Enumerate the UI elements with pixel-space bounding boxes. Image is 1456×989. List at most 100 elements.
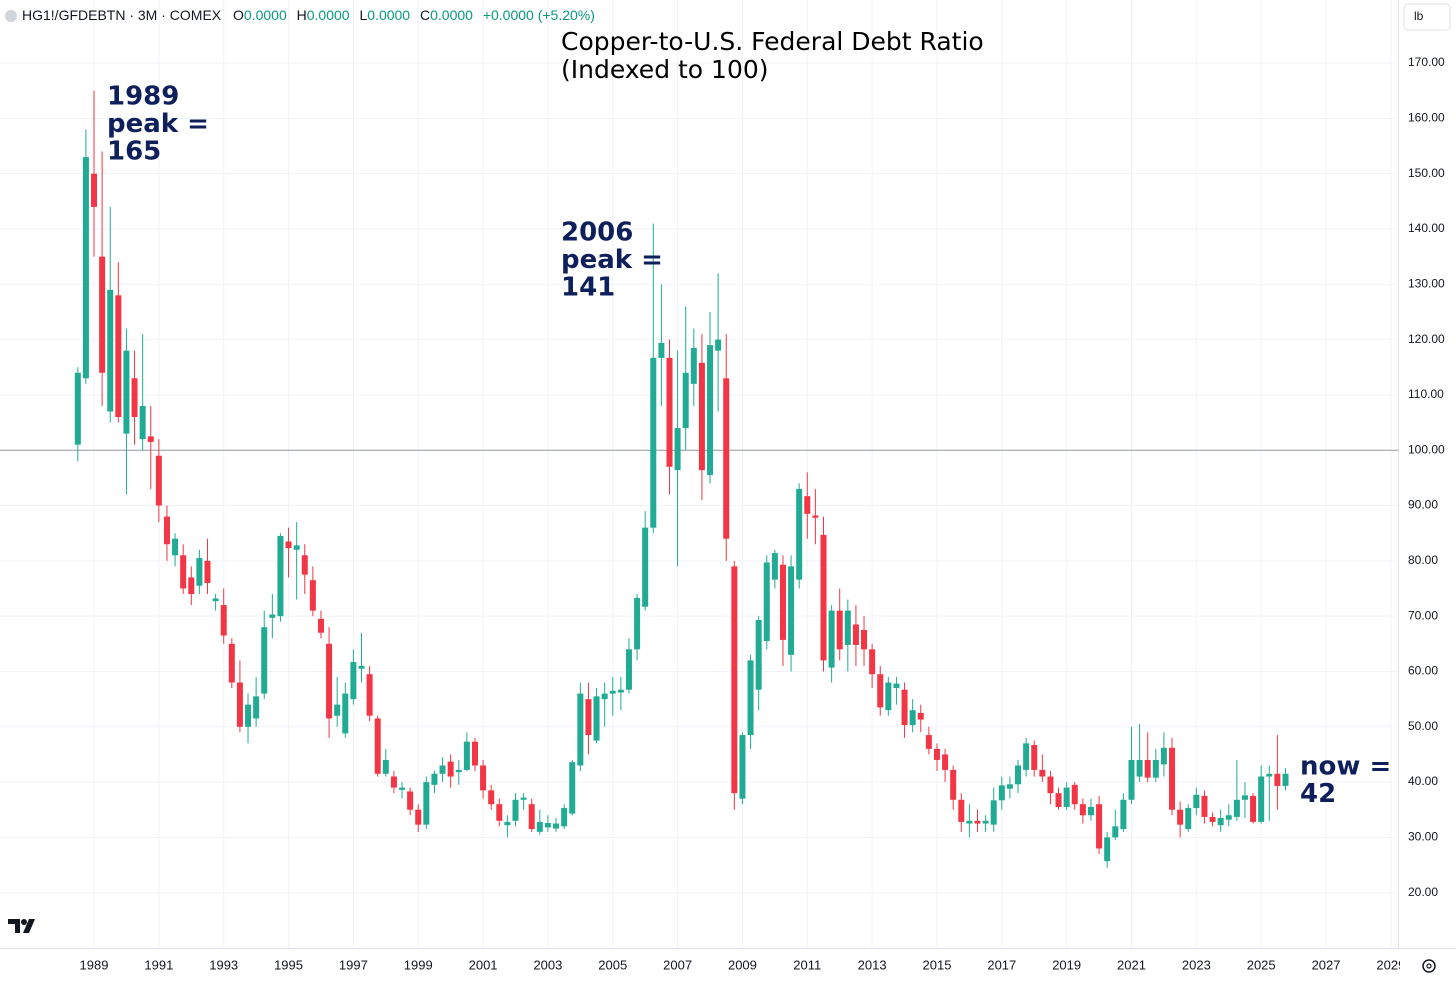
candle-body [933, 748, 940, 760]
symbol-icon [5, 10, 17, 22]
candle-body [99, 256, 106, 373]
candle-body [561, 808, 568, 827]
y-tick-label: 90.00 [1408, 498, 1438, 512]
candle-body [966, 820, 973, 824]
candle-body [399, 787, 406, 790]
candle-body [577, 693, 584, 766]
x-tick-label: 2027 [1312, 957, 1341, 972]
unit: lb [1414, 9, 1424, 23]
candle-body [196, 558, 203, 586]
candle-body [496, 804, 503, 821]
candle-body [488, 790, 495, 805]
candle-body [917, 712, 924, 720]
x-tick-label: 2019 [1052, 957, 1081, 972]
candle-body [1217, 818, 1224, 826]
candle-body [1209, 816, 1216, 822]
x-tick-label: 2003 [533, 957, 562, 972]
candle-body [958, 799, 965, 822]
candle-body [463, 741, 470, 770]
tv-logo [8, 919, 35, 933]
y-tick-label: 160.00 [1408, 111, 1445, 125]
candle-body [812, 515, 819, 518]
candle-body [147, 436, 154, 442]
candle-body [788, 566, 795, 655]
y-tick-label: 40.00 [1408, 774, 1438, 788]
candle-body [285, 541, 292, 549]
candle-body [115, 295, 122, 418]
candle-body [1258, 776, 1265, 822]
change: +0.0000 (+5.20%) [483, 7, 595, 23]
candle-body [309, 580, 316, 611]
y-tick-label: 130.00 [1408, 276, 1445, 290]
candle-body [1055, 793, 1062, 807]
candles [74, 90, 1289, 868]
candle-body [1063, 787, 1070, 807]
candle-body [690, 347, 697, 384]
candle-body [253, 696, 260, 719]
y-tick-label: 30.00 [1408, 830, 1438, 844]
candle-body [617, 689, 624, 693]
unit-button[interactable] [1403, 3, 1451, 31]
candle-body [1079, 804, 1086, 816]
ohlc-label: C [420, 7, 430, 23]
candle-body [317, 618, 324, 633]
candle-body [982, 820, 989, 824]
y-tick-label: 80.00 [1408, 553, 1438, 567]
candle-body [1250, 795, 1257, 822]
y-tick-label: 60.00 [1408, 664, 1438, 678]
candle-body [1233, 799, 1240, 817]
candle-body [269, 614, 276, 618]
annotation: 42 [1300, 779, 1336, 809]
annotation: 141 [561, 273, 615, 303]
candle-body [301, 555, 308, 575]
candle-body [528, 804, 535, 830]
candle-body [739, 735, 746, 799]
x-tick-label: 2023 [1182, 957, 1211, 972]
candle-body [844, 610, 851, 645]
candle-body [236, 682, 243, 727]
candle-body [326, 643, 333, 719]
candle-body [512, 799, 519, 821]
candle-body [366, 674, 373, 716]
candle-body [123, 350, 130, 434]
candle-body [480, 765, 487, 791]
annotation: peak = [107, 109, 209, 139]
x-tick-label: 2009 [728, 957, 757, 972]
candle-body [950, 769, 957, 800]
candle-body [593, 696, 600, 741]
candle-body [1185, 808, 1192, 830]
x-tick-label: 2021 [1117, 957, 1146, 972]
x-tick-label: 1989 [80, 957, 109, 972]
y-tick-label: 150.00 [1408, 166, 1445, 180]
candle-body [204, 560, 211, 583]
chart-title: Copper-to-U.S. Federal Debt Ratio [561, 27, 984, 56]
candle-body [998, 785, 1005, 801]
candle-body [901, 689, 908, 726]
candle-body [139, 405, 146, 440]
candle-body [909, 710, 916, 726]
ohlc-label: H [297, 7, 307, 23]
candle-body [188, 577, 195, 595]
candle-body [666, 357, 673, 467]
settings-icon[interactable] [1422, 959, 1436, 973]
candle-body [553, 823, 560, 829]
candle-body [155, 455, 162, 506]
annotation: 1989 [107, 82, 179, 112]
candle-body [869, 649, 876, 675]
candle-body [1193, 794, 1200, 809]
candle-body [1136, 759, 1143, 777]
candle-body [674, 428, 681, 471]
candle-body [796, 488, 803, 580]
candle-body [390, 776, 397, 788]
candle-body [415, 809, 422, 825]
ohlc-label: L [359, 7, 367, 23]
y-tick-label: 70.00 [1408, 608, 1438, 622]
candle-body [334, 704, 341, 716]
candle-body [707, 345, 714, 476]
candle-body [350, 662, 357, 700]
x-tick-label: 2001 [469, 957, 498, 972]
candle-body [1071, 784, 1078, 805]
candle-body [755, 620, 762, 690]
candle-body [1087, 806, 1094, 816]
candle-body [1282, 773, 1289, 786]
